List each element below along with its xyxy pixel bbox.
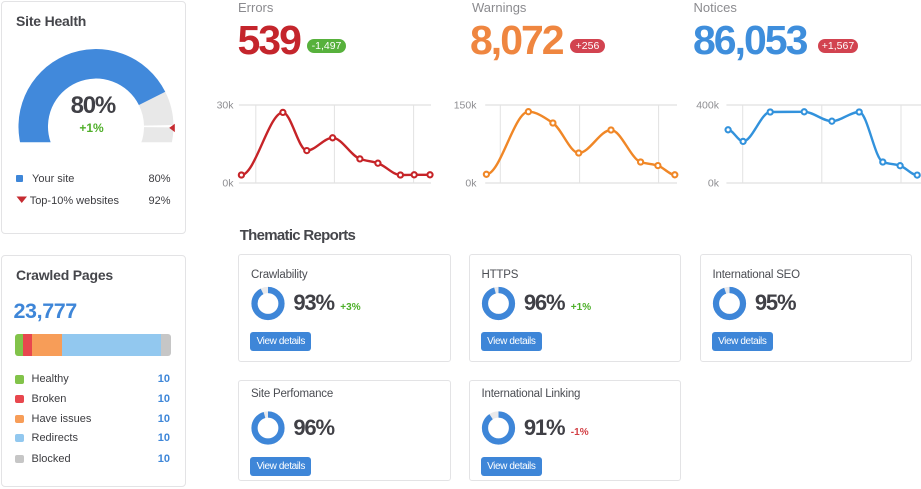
svg-text:400k: 400k — [696, 100, 720, 112]
svg-text:0k: 0k — [708, 178, 720, 190]
svg-text:0k: 0k — [222, 178, 234, 190]
svg-text:0k: 0k — [465, 178, 477, 190]
svg-text:150k: 150k — [454, 100, 478, 112]
svg-text:30k: 30k — [217, 100, 235, 112]
